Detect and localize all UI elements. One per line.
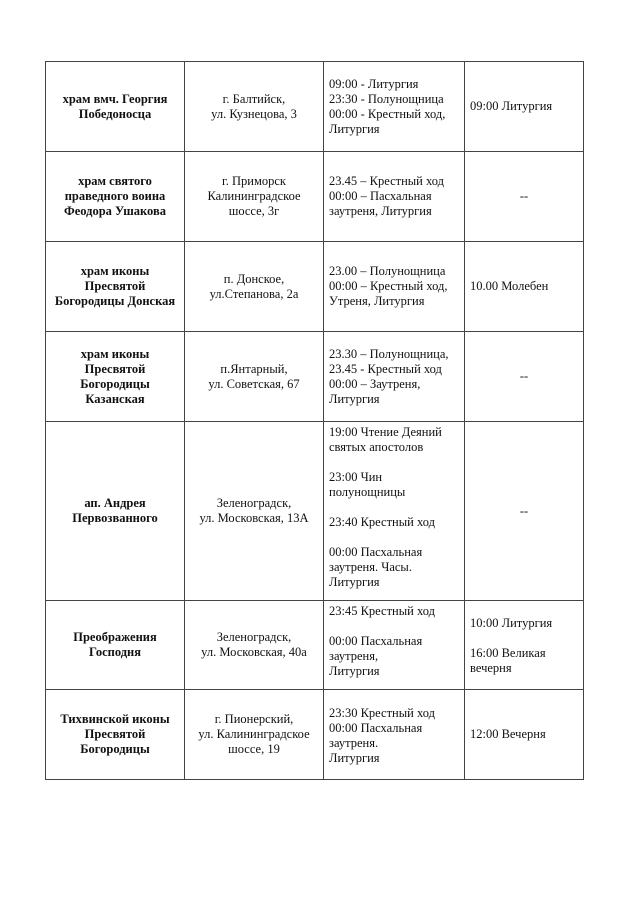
- church-name: ап. Андрея Первозванного: [45, 421, 185, 601]
- night-schedule: 09:00 - Литургия 23:30 - Полунощница 00:…: [323, 61, 465, 152]
- church-address: г. Балтийск, ул. Кузнецова, 3: [184, 61, 324, 152]
- church-name: храм иконы Пресвятой Богородицы Донская: [45, 241, 185, 332]
- night-schedule: 23:30 Крестный ход 00:00 Пасхальная заут…: [323, 689, 465, 780]
- night-schedule: 23.30 – Полунощница, 23.45 - Крестный хо…: [323, 331, 465, 422]
- church-name: храм вмч. Георгия Победоносца: [45, 61, 185, 152]
- table-row: храм иконы Пресвятой Богородицы Казанска…: [45, 331, 584, 422]
- table-row: Тихвинской иконы Пресвятой Богородицы г.…: [45, 689, 584, 780]
- church-address: п. Донское, ул.Степанова, 2а: [184, 241, 324, 332]
- night-schedule: 23:45 Крестный ход 00:00 Пасхальная заут…: [323, 600, 465, 690]
- church-name: Тихвинской иконы Пресвятой Богородицы: [45, 689, 185, 780]
- day-schedule: 10.00 Молебен: [464, 241, 584, 332]
- table-row: храм иконы Пресвятой Богородицы Донская …: [45, 241, 584, 332]
- table-row: ап. Андрея Первозванного Зеленоградск, у…: [45, 421, 584, 601]
- day-schedule: 10:00 Литургия 16:00 Великая вечерня: [464, 600, 584, 690]
- day-schedule: 09:00 Литургия: [464, 61, 584, 152]
- church-address: г. Приморск Калининградское шоссе, 3г: [184, 151, 324, 242]
- table-row: храм вмч. Георгия Победоносца г. Балтийс…: [45, 61, 584, 152]
- church-address: п.Янтарный, ул. Советская, 67: [184, 331, 324, 422]
- church-address: г. Пионерский, ул. Калининградское шоссе…: [184, 689, 324, 780]
- church-name: Преображения Господня: [45, 600, 185, 690]
- day-schedule: --: [464, 331, 584, 422]
- services-schedule-table: храм вмч. Георгия Победоносца г. Балтийс…: [45, 61, 584, 780]
- night-schedule: 19:00 Чтение Деяний святых апостолов 23:…: [323, 421, 465, 601]
- table-row: храм святого праведного воина Феодора Уш…: [45, 151, 584, 242]
- night-schedule: 23.45 – Крестный ход 00:00 – Пасхальная …: [323, 151, 465, 242]
- church-name: храм иконы Пресвятой Богородицы Казанска…: [45, 331, 185, 422]
- church-name: храм святого праведного воина Феодора Уш…: [45, 151, 185, 242]
- church-address: Зеленоградск, ул. Московская, 40а: [184, 600, 324, 690]
- day-schedule: --: [464, 151, 584, 242]
- table-row: Преображения Господня Зеленоградск, ул. …: [45, 600, 584, 690]
- day-schedule: 12:00 Вечерня: [464, 689, 584, 780]
- night-schedule: 23.00 – Полунощница 00:00 – Крестный ход…: [323, 241, 465, 332]
- day-schedule: --: [464, 421, 584, 601]
- church-address: Зеленоградск, ул. Московская, 13А: [184, 421, 324, 601]
